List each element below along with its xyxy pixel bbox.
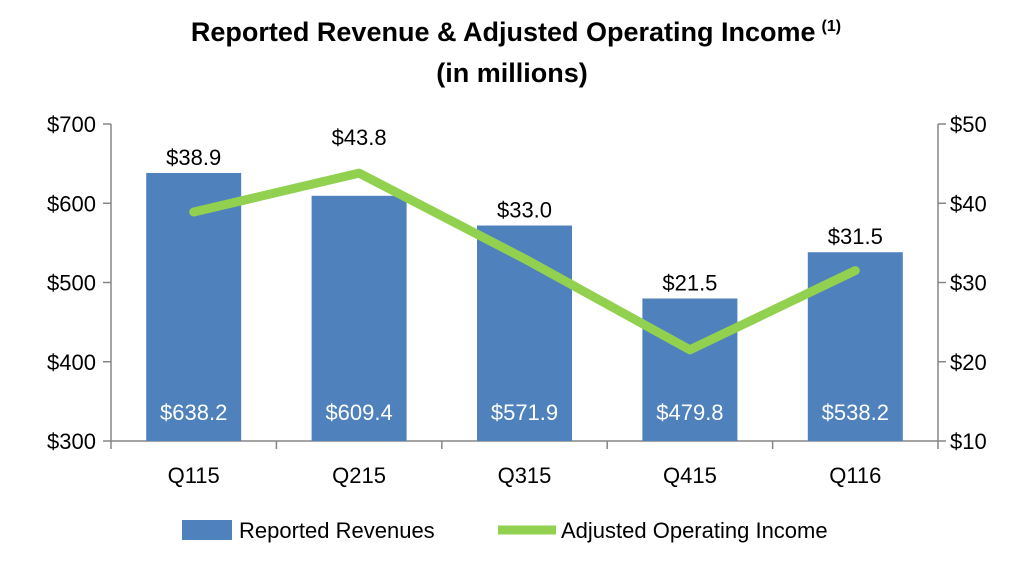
left-tick-label: $600: [47, 191, 96, 216]
x-tick-label: Q315: [498, 463, 552, 488]
right-tick-label: $20: [950, 350, 987, 375]
revenue-bar: [311, 195, 407, 441]
chart-title: Reported Revenue & Adjusted Operating In…: [191, 17, 841, 47]
legend-swatch-revenue: [182, 520, 232, 540]
right-tick-label: $50: [950, 112, 987, 137]
operating-income-label: $33.0: [497, 198, 552, 223]
line-series: [189, 168, 860, 355]
x-tick-label: Q116: [829, 463, 881, 488]
revenue-bar-label: $638.2: [160, 400, 227, 425]
right-tick-label: $10: [950, 429, 987, 454]
revenue-bar: [642, 298, 738, 441]
revenue-bar-label: $609.4: [325, 400, 392, 425]
legend-label-income: Adjusted Operating Income: [561, 518, 828, 543]
revenue-bar: [146, 172, 242, 441]
operating-income-point: [355, 169, 364, 178]
operating-income-point: [851, 266, 860, 275]
x-tick-label: Q215: [332, 463, 386, 488]
operating-income-label: $21.5: [662, 271, 717, 296]
revenue-bar-label: $479.8: [656, 400, 723, 425]
right-tick-label: $30: [950, 271, 987, 296]
left-tick-label: $500: [47, 271, 96, 296]
operating-income-point: [685, 345, 694, 354]
right-tick-label: $40: [950, 191, 987, 216]
legend-label-revenue: Reported Revenues: [239, 518, 435, 543]
chart-subtitle: (in millions): [436, 58, 588, 88]
operating-income-point: [189, 207, 198, 216]
x-tick-label: Q415: [663, 463, 717, 488]
operating-income-point: [520, 254, 529, 263]
operating-income-label: $31.5: [828, 224, 883, 249]
left-tick-label: $300: [47, 429, 96, 454]
operating-income-label: $38.9: [166, 145, 221, 170]
x-tick-label: Q115: [168, 463, 220, 488]
left-tick-label: $700: [47, 112, 96, 137]
axes: $300 $400 $500 $600 $700 $10 $20 $30 $40 $50 Q115 Q…: [47, 112, 987, 488]
data-labels: $638.2 $609.4 $571.9 $479.8 $538.2 $38.9 $43.8…: [160, 125, 889, 425]
legend: Reported Revenues Adjusted Operating Inco…: [182, 518, 828, 543]
chart-title-superscript: (1): [822, 18, 842, 35]
revenue-bar-label: $538.2: [822, 400, 889, 425]
left-tick-label: $400: [47, 350, 96, 375]
revenue-bar-label: $571.9: [491, 400, 558, 425]
operating-income-label: $43.8: [332, 125, 387, 150]
